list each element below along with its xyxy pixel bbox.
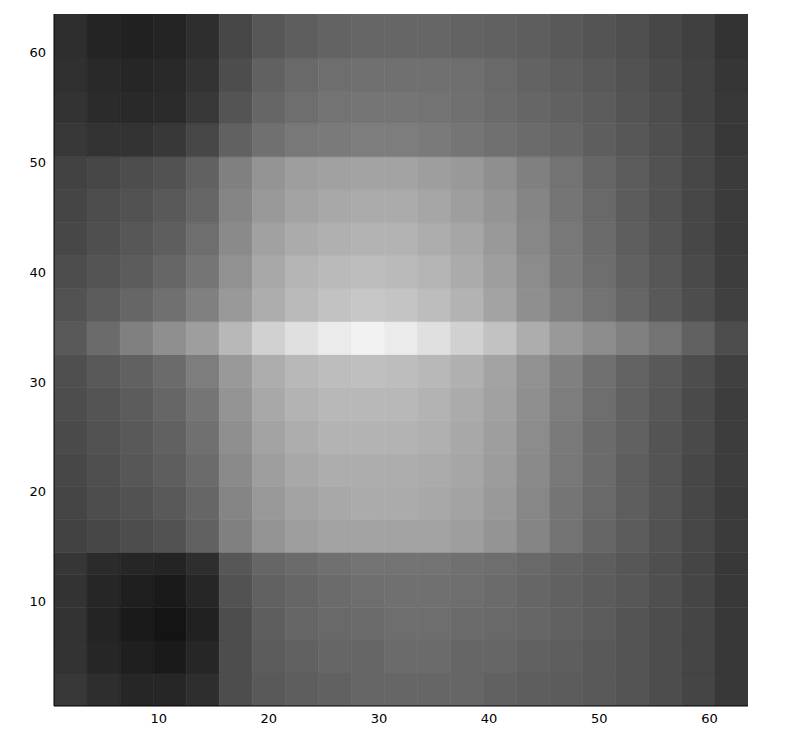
svg-text:40: 40 <box>481 711 498 726</box>
svg-text:30: 30 <box>371 711 388 726</box>
svg-text:20: 20 <box>261 711 278 726</box>
svg-text:60: 60 <box>701 711 718 726</box>
svg-text:20: 20 <box>29 484 46 499</box>
svg-text:10: 10 <box>29 594 46 609</box>
svg-text:50: 50 <box>591 711 608 726</box>
svg-text:10: 10 <box>150 711 167 726</box>
svg-text:60: 60 <box>29 45 46 60</box>
svg-text:30: 30 <box>29 375 46 390</box>
svg-text:40: 40 <box>29 265 46 280</box>
svg-text:50: 50 <box>29 155 46 170</box>
